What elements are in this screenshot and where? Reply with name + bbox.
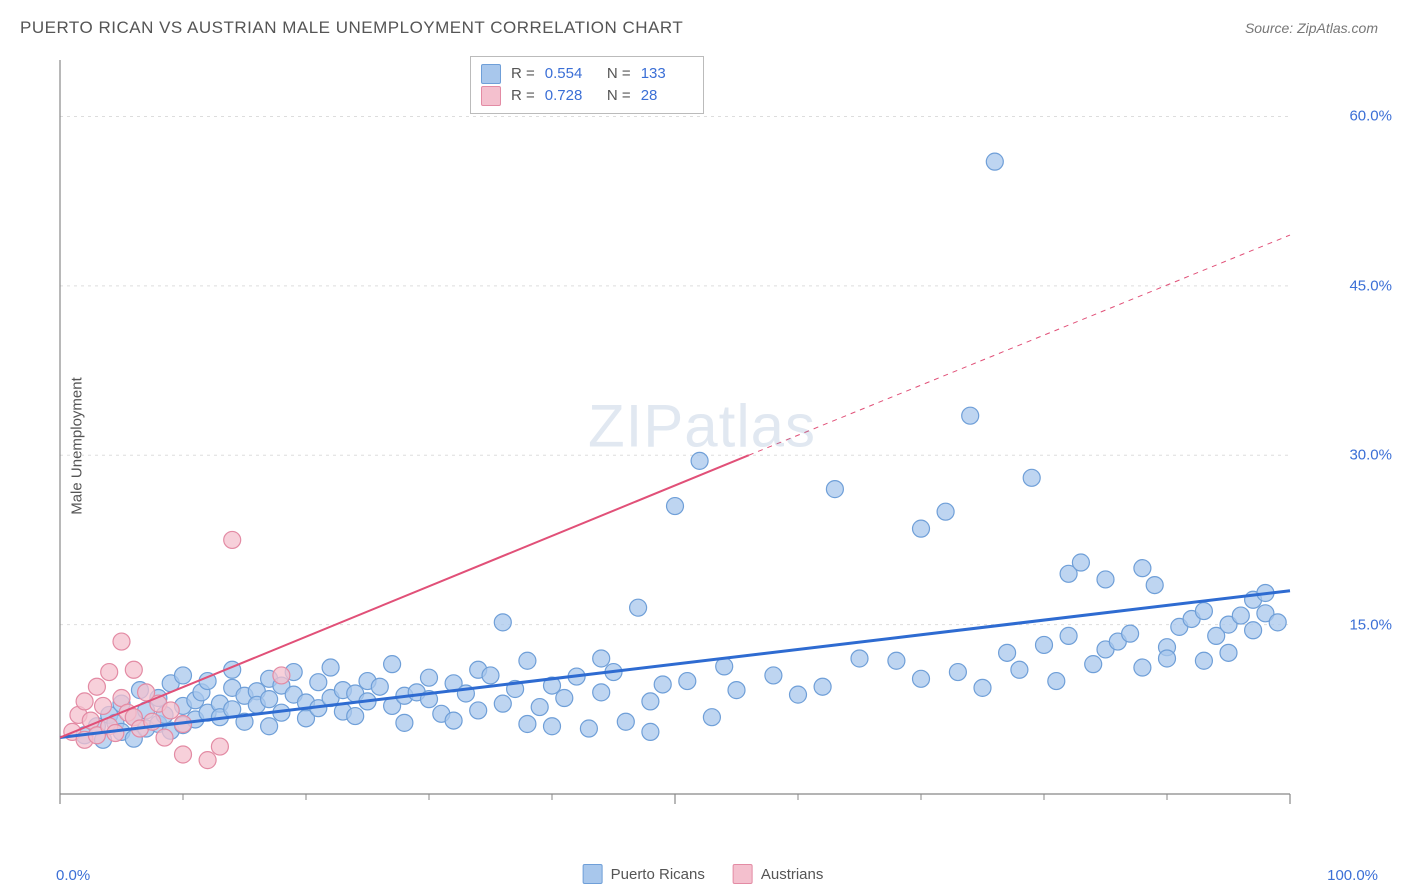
r-label: R = (511, 63, 535, 85)
n-label: N = (603, 85, 631, 107)
correlation-legend: R = 0.554 N = 133 R = 0.728 N = 28 (470, 56, 704, 114)
n-value: 133 (641, 63, 689, 85)
r-value: 0.728 (545, 85, 593, 107)
swatch-icon (481, 64, 501, 84)
x-axis-min-label: 0.0% (56, 867, 90, 884)
legend-label: Austrians (761, 866, 824, 883)
n-label: N = (603, 63, 631, 85)
swatch-icon (583, 864, 603, 884)
legend-item: Austrians (733, 864, 824, 884)
corr-row-1: R = 0.554 N = 133 (481, 63, 689, 85)
y-tick-label: 15.0% (1349, 616, 1392, 633)
x-axis-max-label: 100.0% (1327, 867, 1378, 884)
source-attribution: Source: ZipAtlas.com (1245, 20, 1378, 36)
swatch-icon (481, 86, 501, 106)
y-tick-label: 60.0% (1349, 108, 1392, 125)
corr-row-2: R = 0.728 N = 28 (481, 85, 689, 107)
scatter-plot-svg (52, 52, 1352, 832)
chart-title: PUERTO RICAN VS AUSTRIAN MALE UNEMPLOYME… (20, 18, 683, 38)
y-tick-label: 30.0% (1349, 447, 1392, 464)
plot-area: ZIPatlas (52, 52, 1352, 832)
n-value: 28 (641, 85, 689, 107)
series-legend: Puerto Ricans Austrians (583, 864, 824, 884)
legend-item: Puerto Ricans (583, 864, 705, 884)
r-label: R = (511, 85, 535, 107)
y-tick-label: 45.0% (1349, 277, 1392, 294)
legend-label: Puerto Ricans (611, 866, 705, 883)
swatch-icon (733, 864, 753, 884)
r-value: 0.554 (545, 63, 593, 85)
